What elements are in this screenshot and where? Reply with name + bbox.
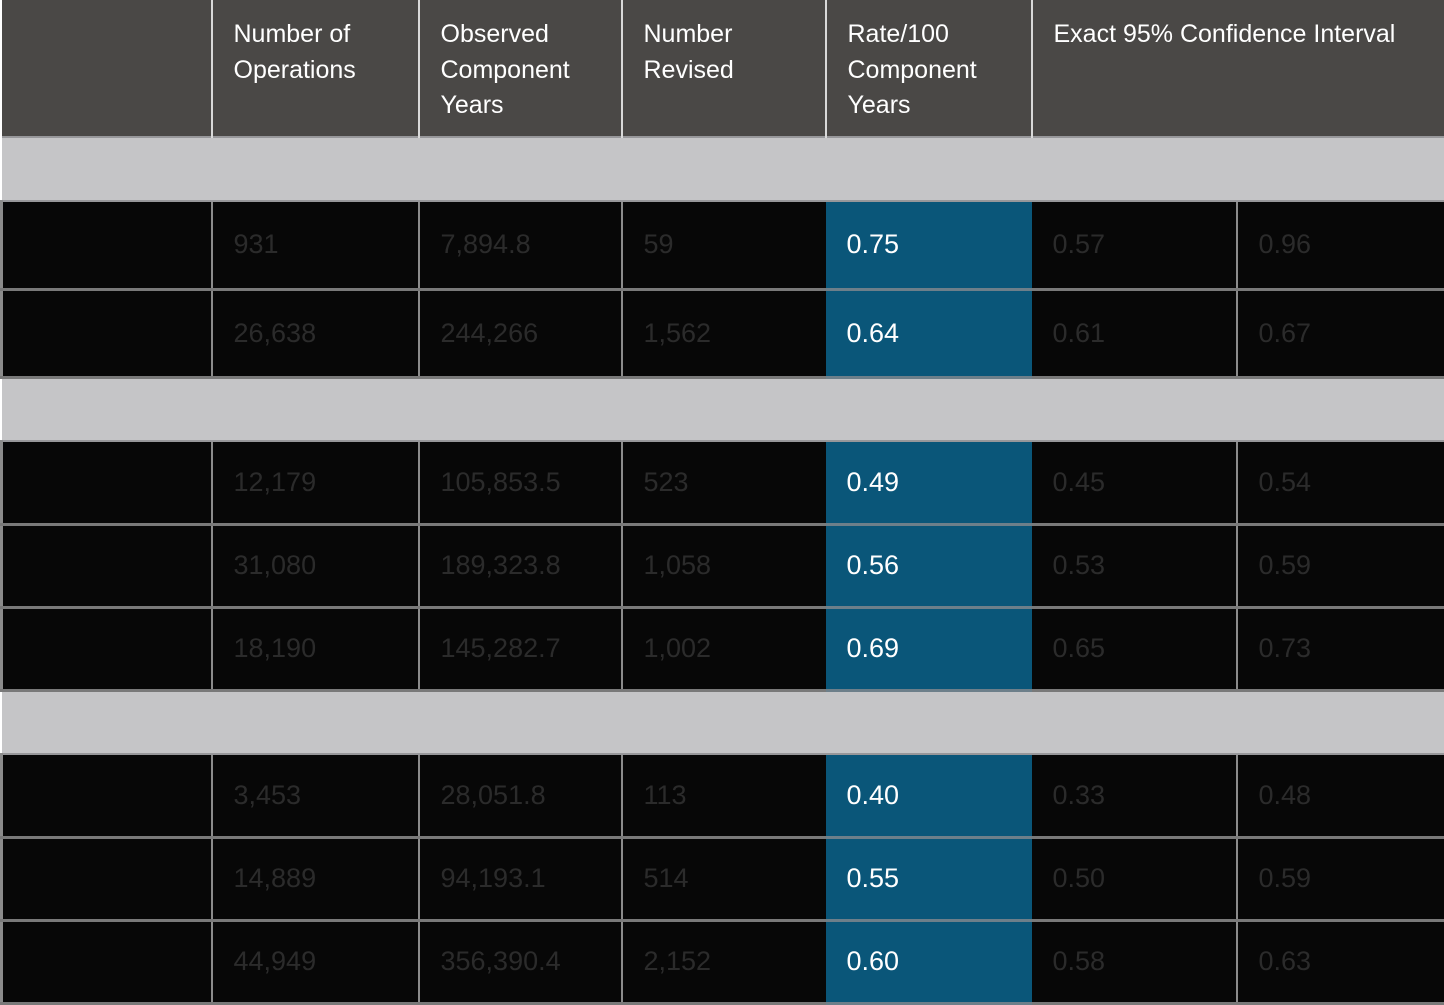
number-revised-cell: 514 [622, 837, 826, 920]
rate-cell: 0.56 [826, 524, 1032, 607]
header-row: Number of Operations Observed Component … [2, 0, 1444, 137]
section-band [2, 690, 1444, 754]
col-header-component-years: Observed Component Years [419, 0, 622, 137]
number-revised-cell: 1,562 [622, 289, 826, 377]
number-revised-cell: 2,152 [622, 920, 826, 1003]
operations-cell: 3,453 [212, 754, 419, 837]
rate-cell: 0.55 [826, 837, 1032, 920]
ci-upper-cell: 0.73 [1237, 607, 1444, 690]
table-row: 44,949 356,390.4 2,152 0.60 0.58 0.63 [2, 920, 1444, 1003]
number-revised-cell: 59 [622, 201, 826, 289]
table-row: 931 7,894.8 59 0.75 0.57 0.96 [2, 201, 1444, 289]
rate-cell: 0.75 [826, 201, 1032, 289]
rate-cell: 0.64 [826, 289, 1032, 377]
ci-lower-cell: 0.45 [1032, 441, 1237, 524]
col-header-row-label [2, 0, 212, 137]
col-header-operations: Number of Operations [212, 0, 419, 137]
operations-cell: 18,190 [212, 607, 419, 690]
component-years-cell: 189,323.8 [419, 524, 622, 607]
ci-upper-cell: 0.54 [1237, 441, 1444, 524]
ci-upper-cell: 0.59 [1237, 524, 1444, 607]
col-header-confidence-interval: Exact 95% Confidence Interval [1032, 0, 1444, 137]
component-years-cell: 244,266 [419, 289, 622, 377]
table-row: 14,889 94,193.1 514 0.55 0.50 0.59 [2, 837, 1444, 920]
ci-lower-cell: 0.33 [1032, 754, 1237, 837]
row-label-cell [2, 754, 212, 837]
rate-cell: 0.60 [826, 920, 1032, 1003]
section-band [2, 137, 1444, 201]
component-years-cell: 356,390.4 [419, 920, 622, 1003]
section-band-label [2, 377, 1444, 441]
operations-cell: 12,179 [212, 441, 419, 524]
operations-cell: 14,889 [212, 837, 419, 920]
number-revised-cell: 523 [622, 441, 826, 524]
row-label-cell [2, 920, 212, 1003]
operations-cell: 931 [212, 201, 419, 289]
component-years-cell: 94,193.1 [419, 837, 622, 920]
number-revised-cell: 113 [622, 754, 826, 837]
table-row: 12,179 105,853.5 523 0.49 0.45 0.54 [2, 441, 1444, 524]
ci-lower-cell: 0.65 [1032, 607, 1237, 690]
ci-upper-cell: 0.59 [1237, 837, 1444, 920]
ci-lower-cell: 0.50 [1032, 837, 1237, 920]
table-row: 3,453 28,051.8 113 0.40 0.33 0.48 [2, 754, 1444, 837]
section-band [2, 377, 1444, 441]
section-band-label [2, 137, 1444, 201]
rate-cell: 0.49 [826, 441, 1032, 524]
row-label-cell [2, 607, 212, 690]
number-revised-cell: 1,058 [622, 524, 826, 607]
component-years-cell: 105,853.5 [419, 441, 622, 524]
ci-lower-cell: 0.61 [1032, 289, 1237, 377]
row-label-cell [2, 524, 212, 607]
table-row: 18,190 145,282.7 1,002 0.69 0.65 0.73 [2, 607, 1444, 690]
row-label-cell [2, 837, 212, 920]
rate-cell: 0.40 [826, 754, 1032, 837]
row-label-cell [2, 201, 212, 289]
operations-cell: 31,080 [212, 524, 419, 607]
col-header-rate: Rate/100 Component Years [826, 0, 1032, 137]
col-header-number-revised: Number Revised [622, 0, 826, 137]
ci-lower-cell: 0.53 [1032, 524, 1237, 607]
rate-cell: 0.69 [826, 607, 1032, 690]
ci-upper-cell: 0.63 [1237, 920, 1444, 1003]
ci-upper-cell: 0.96 [1237, 201, 1444, 289]
component-years-cell: 28,051.8 [419, 754, 622, 837]
operations-cell: 26,638 [212, 289, 419, 377]
component-years-cell: 145,282.7 [419, 607, 622, 690]
table-row: 26,638 244,266 1,562 0.64 0.61 0.67 [2, 289, 1444, 377]
operations-cell: 44,949 [212, 920, 419, 1003]
ci-upper-cell: 0.67 [1237, 289, 1444, 377]
row-label-cell [2, 441, 212, 524]
component-years-cell: 7,894.8 [419, 201, 622, 289]
number-revised-cell: 1,002 [622, 607, 826, 690]
row-label-cell [2, 289, 212, 377]
section-band-label [2, 690, 1444, 754]
ci-lower-cell: 0.57 [1032, 201, 1237, 289]
ci-upper-cell: 0.48 [1237, 754, 1444, 837]
ci-lower-cell: 0.58 [1032, 920, 1237, 1003]
table-row: 31,080 189,323.8 1,058 0.56 0.53 0.59 [2, 524, 1444, 607]
